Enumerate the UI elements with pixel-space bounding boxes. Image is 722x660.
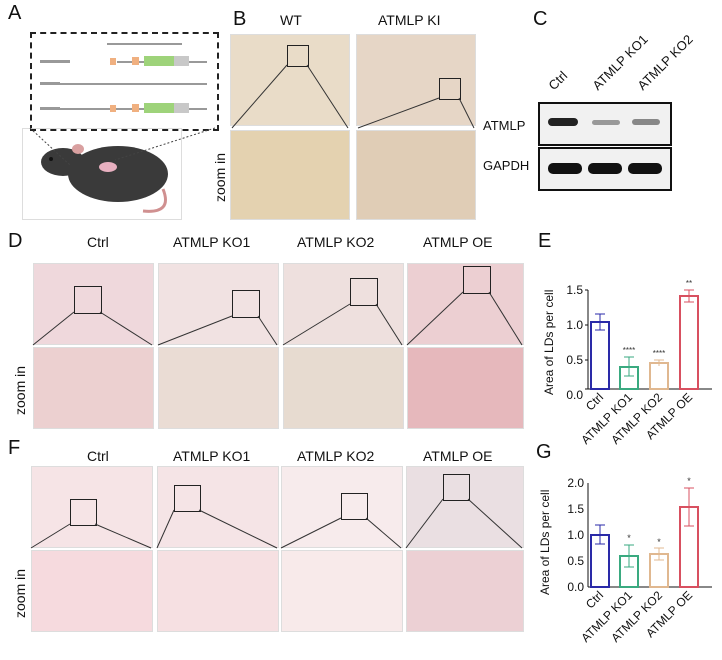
svg-text:1.0: 1.0 [567,528,584,542]
roi-box [443,474,470,501]
svg-text:****: **** [623,346,635,355]
col-label-d-ctrl: Ctrl [87,234,109,250]
image-b-wt-zoom [230,130,350,220]
roi-box [439,78,461,100]
image-f-oe [406,466,524,548]
image-f-ko1-zoom [157,550,279,632]
image-f-ko1 [157,466,279,548]
panel-label-a: A [8,2,22,24]
col-label-wt: WT [280,12,302,28]
panel-label-d: D [8,230,23,252]
blot-row-atmlp: ATMLP [483,118,526,133]
panel-label-e: E [538,230,552,252]
col-label-d-ko2: ATMLP KO2 [297,234,375,250]
svg-text:0.0: 0.0 [566,388,583,402]
construct-diagram [30,32,219,131]
roi-box [350,278,378,306]
image-d-oe-zoom [407,347,524,429]
image-d-ko2 [283,263,404,345]
col-label-ki: ATMLP KI [378,12,441,28]
roi-box [70,499,97,526]
svg-text:****: **** [653,349,665,358]
image-d-ctrl-zoom [33,347,154,429]
panel-label-g: G [536,441,552,463]
blot-row-gapdh: GAPDH [483,158,530,173]
svg-text:0.5: 0.5 [567,554,584,568]
roi-box [174,485,201,512]
col-label-f-ctrl: Ctrl [87,448,109,464]
svg-text:2.0: 2.0 [567,476,584,490]
svg-text:1.5: 1.5 [566,283,583,297]
col-label-d-oe: ATMLP OE [423,234,493,250]
svg-text:*: * [627,533,631,543]
image-f-oe-zoom [406,550,524,632]
panel-label-b: B [233,8,247,30]
svg-text:0.0: 0.0 [567,580,584,594]
image-b-ki [356,34,476,126]
svg-text:*: * [657,537,661,547]
roi-box [463,266,491,294]
image-f-ctrl-zoom [31,550,153,632]
col-label-f-ko1: ATMLP KO1 [173,448,251,464]
svg-text:0.5: 0.5 [566,353,583,367]
mouse-illustration [22,128,182,220]
svg-text:Ctrl: Ctrl [583,588,606,611]
image-d-ctrl [33,263,154,345]
construct-diagram-art [40,43,207,113]
roi-box [74,286,102,314]
svg-text:1.0: 1.0 [566,318,583,332]
panel-label-c: C [533,8,548,30]
col-label-f-oe: ATMLP OE [423,448,493,464]
roi-box [287,45,309,67]
image-b-wt [230,34,350,126]
image-d-ko1 [158,263,279,345]
roi-box [341,493,368,520]
svg-text:1.5: 1.5 [567,502,584,516]
svg-text:*: * [687,476,691,486]
image-d-ko1-zoom [158,347,279,429]
image-b-ki-zoom [356,130,476,220]
roi-box [232,290,260,318]
image-f-ko2-zoom [281,550,403,632]
panel-label-f: F [8,437,21,459]
col-label-f-ko2: ATMLP KO2 [297,448,375,464]
image-f-ctrl [31,466,153,548]
image-d-oe [407,263,524,345]
blot-atmlp [538,102,672,146]
col-label-d-ko1: ATMLP KO1 [173,234,251,250]
svg-text:**: ** [686,279,692,288]
blot-gapdh [538,147,672,191]
image-d-ko2-zoom [283,347,404,429]
image-f-ko2 [281,466,403,548]
